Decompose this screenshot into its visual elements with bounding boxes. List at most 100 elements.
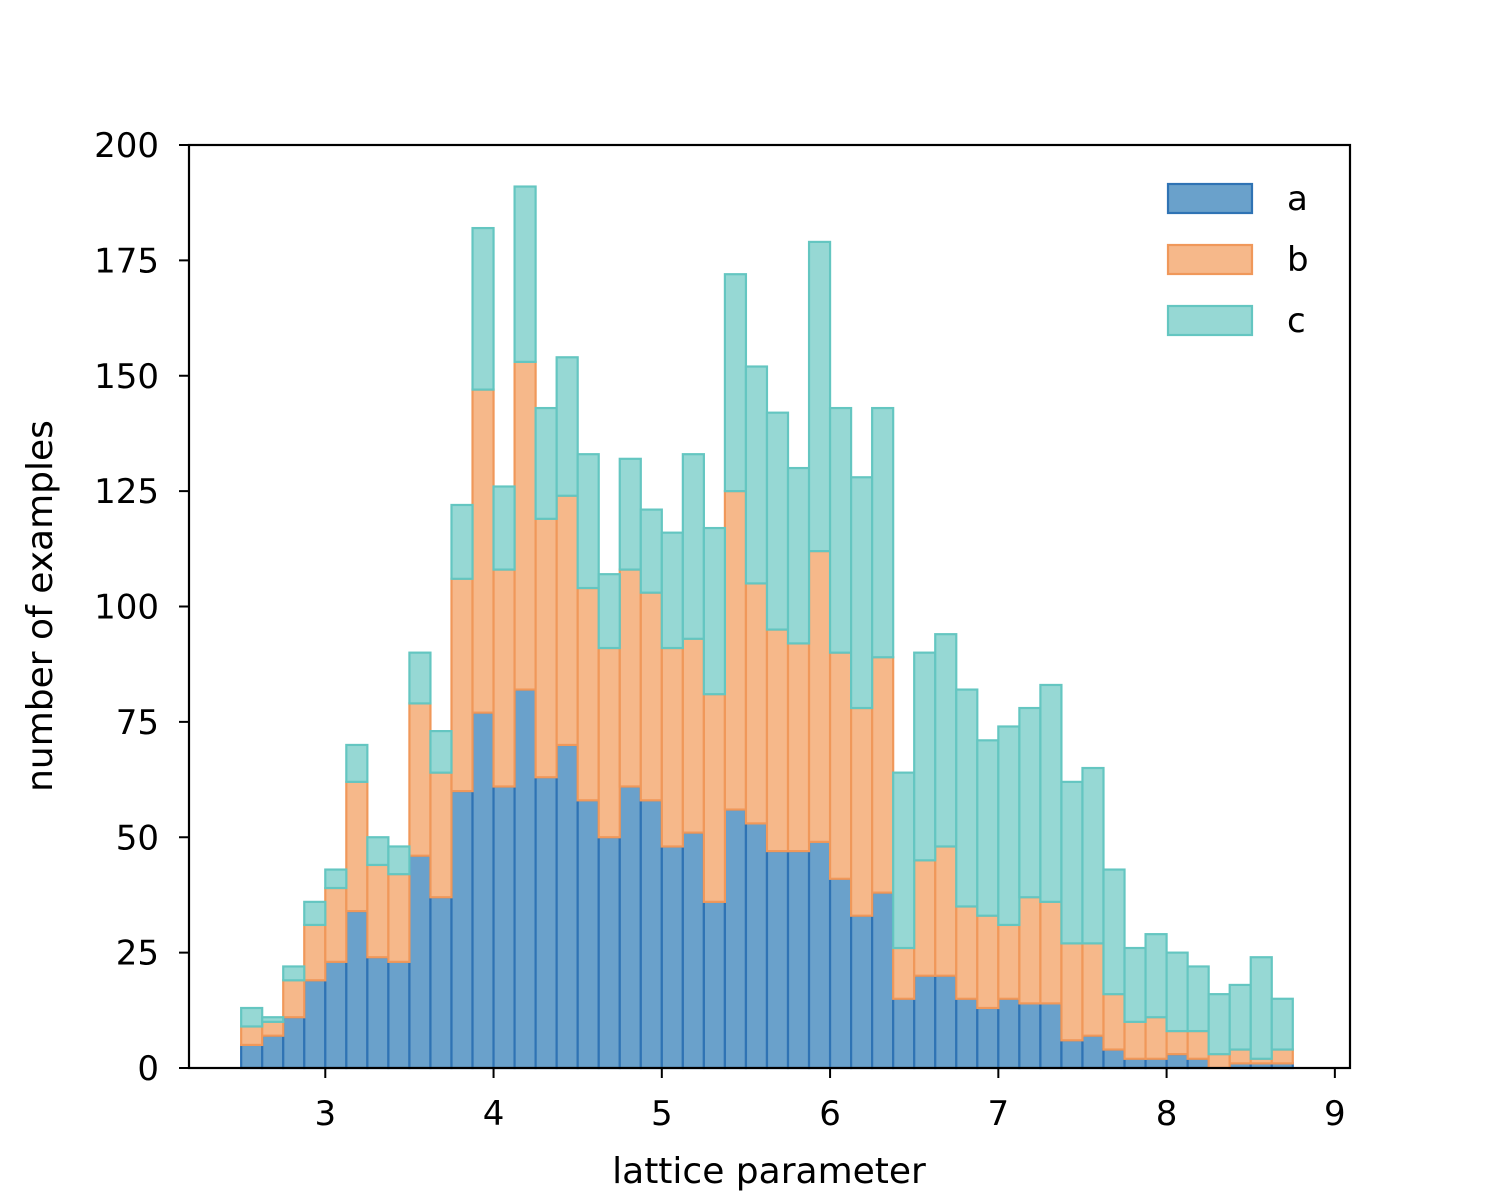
bar-c-37 (1018, 706, 1042, 899)
bar-c-48 (1249, 956, 1273, 1060)
x-tick-label-8: 8 (1156, 1094, 1178, 1134)
bar-b-18 (618, 568, 642, 788)
bar-c-41 (1102, 868, 1126, 996)
bar-c-4 (324, 868, 348, 890)
y-tick-label-0: 0 (137, 1049, 159, 1089)
bar-c-1 (261, 1016, 285, 1023)
bar-b-24 (744, 582, 769, 825)
legend-swatch-b (1166, 243, 1254, 276)
bar-c-5 (345, 743, 369, 783)
bar-a-7 (387, 960, 411, 1070)
bar-a-41 (1102, 1048, 1126, 1070)
bar-c-23 (723, 273, 748, 493)
bar-b-27 (807, 550, 832, 843)
bar-a-15 (555, 743, 579, 1070)
bar-b-1 (261, 1020, 285, 1037)
bar-c-45 (1186, 965, 1210, 1033)
bar-b-13 (513, 360, 537, 691)
bar-a-24 (744, 822, 769, 1070)
bar-a-8 (408, 854, 432, 1070)
bar-b-28 (828, 651, 853, 880)
series-c (240, 185, 1294, 1060)
bar-c-49 (1270, 997, 1294, 1051)
bar-c-2 (282, 965, 306, 982)
bar-c-42 (1123, 946, 1147, 1023)
bar-b-35 (976, 914, 1000, 1010)
bar-b-16 (576, 586, 600, 802)
bar-b-37 (1018, 896, 1042, 1005)
bar-b-47 (1228, 1048, 1252, 1065)
bar-c-34 (955, 688, 979, 908)
bar-c-39 (1060, 780, 1084, 945)
bar-b-39 (1060, 942, 1084, 1042)
bar-c-33 (934, 633, 958, 848)
y-tick-label-125: 125 (94, 472, 159, 512)
bar-b-4 (324, 886, 348, 963)
x-tick-label-4: 4 (483, 1094, 505, 1134)
bar-a-14 (534, 776, 558, 1070)
bar-c-20 (660, 531, 684, 650)
bar-c-3 (303, 900, 327, 927)
bar-a-30 (871, 891, 895, 1070)
bar-a-22 (702, 900, 727, 1070)
bar-a-3 (303, 979, 327, 1070)
bar-b-38 (1039, 900, 1063, 1005)
bar-b-29 (850, 706, 874, 917)
bar-a-40 (1081, 1034, 1105, 1070)
bar-c-47 (1228, 983, 1252, 1051)
ticks-layer: 3 4 5 6 7 8 9 0 25 50 75 100 125 150 175 200 (94, 126, 1346, 1134)
bar-a-33 (934, 974, 958, 1070)
bar-c-46 (1207, 993, 1231, 1056)
bar-b-40 (1081, 942, 1105, 1037)
bar-c-6 (366, 836, 390, 867)
bar-a-39 (1060, 1039, 1084, 1070)
legend-swatch-a (1166, 182, 1254, 215)
bar-c-15 (555, 356, 579, 497)
bar-c-43 (1144, 933, 1168, 1019)
bar-b-31 (892, 946, 916, 1000)
bar-c-13 (513, 185, 537, 364)
bar-c-7 (387, 845, 411, 876)
bar-b-14 (534, 517, 558, 779)
bar-b-36 (997, 923, 1021, 1000)
bar-c-12 (492, 485, 516, 571)
bar-b-42 (1123, 1020, 1147, 1060)
bar-a-25 (765, 849, 790, 1070)
bar-a-31 (892, 997, 916, 1070)
bar-a-28 (828, 877, 853, 1070)
bar-c-29 (850, 476, 874, 710)
bar-c-26 (786, 466, 811, 645)
x-tick-label-7: 7 (988, 1094, 1010, 1134)
bar-b-19 (639, 591, 663, 802)
bar-b-30 (871, 656, 895, 894)
x-tick-label-6: 6 (819, 1094, 841, 1134)
bar-a-34 (955, 997, 979, 1070)
legend-label-b: b (1287, 240, 1309, 280)
bar-a-23 (723, 808, 748, 1070)
bar-c-0 (240, 1006, 264, 1028)
bar-a-9 (429, 896, 453, 1070)
bar-c-25 (765, 411, 790, 631)
bar-a-44 (1165, 1053, 1189, 1070)
bar-a-0 (240, 1043, 264, 1070)
bar-c-14 (534, 406, 558, 520)
bar-a-13 (513, 688, 537, 1070)
y-tick-label-75: 75 (116, 703, 159, 743)
bar-a-36 (997, 997, 1021, 1070)
bar-c-24 (744, 365, 769, 585)
bar-a-43 (1144, 1057, 1168, 1070)
legend-label-c: c (1287, 301, 1306, 341)
y-tick-label-175: 175 (94, 241, 159, 281)
bar-b-10 (450, 577, 474, 793)
bar-b-23 (723, 490, 748, 811)
bar-a-12 (492, 785, 516, 1070)
bar-c-8 (408, 651, 432, 705)
bar-c-38 (1039, 683, 1063, 903)
bar-c-44 (1165, 951, 1189, 1033)
bar-c-11 (471, 226, 495, 391)
bar-a-27 (807, 840, 832, 1070)
bar-b-7 (387, 873, 411, 963)
bar-a-17 (597, 836, 621, 1070)
bar-b-20 (660, 646, 684, 848)
